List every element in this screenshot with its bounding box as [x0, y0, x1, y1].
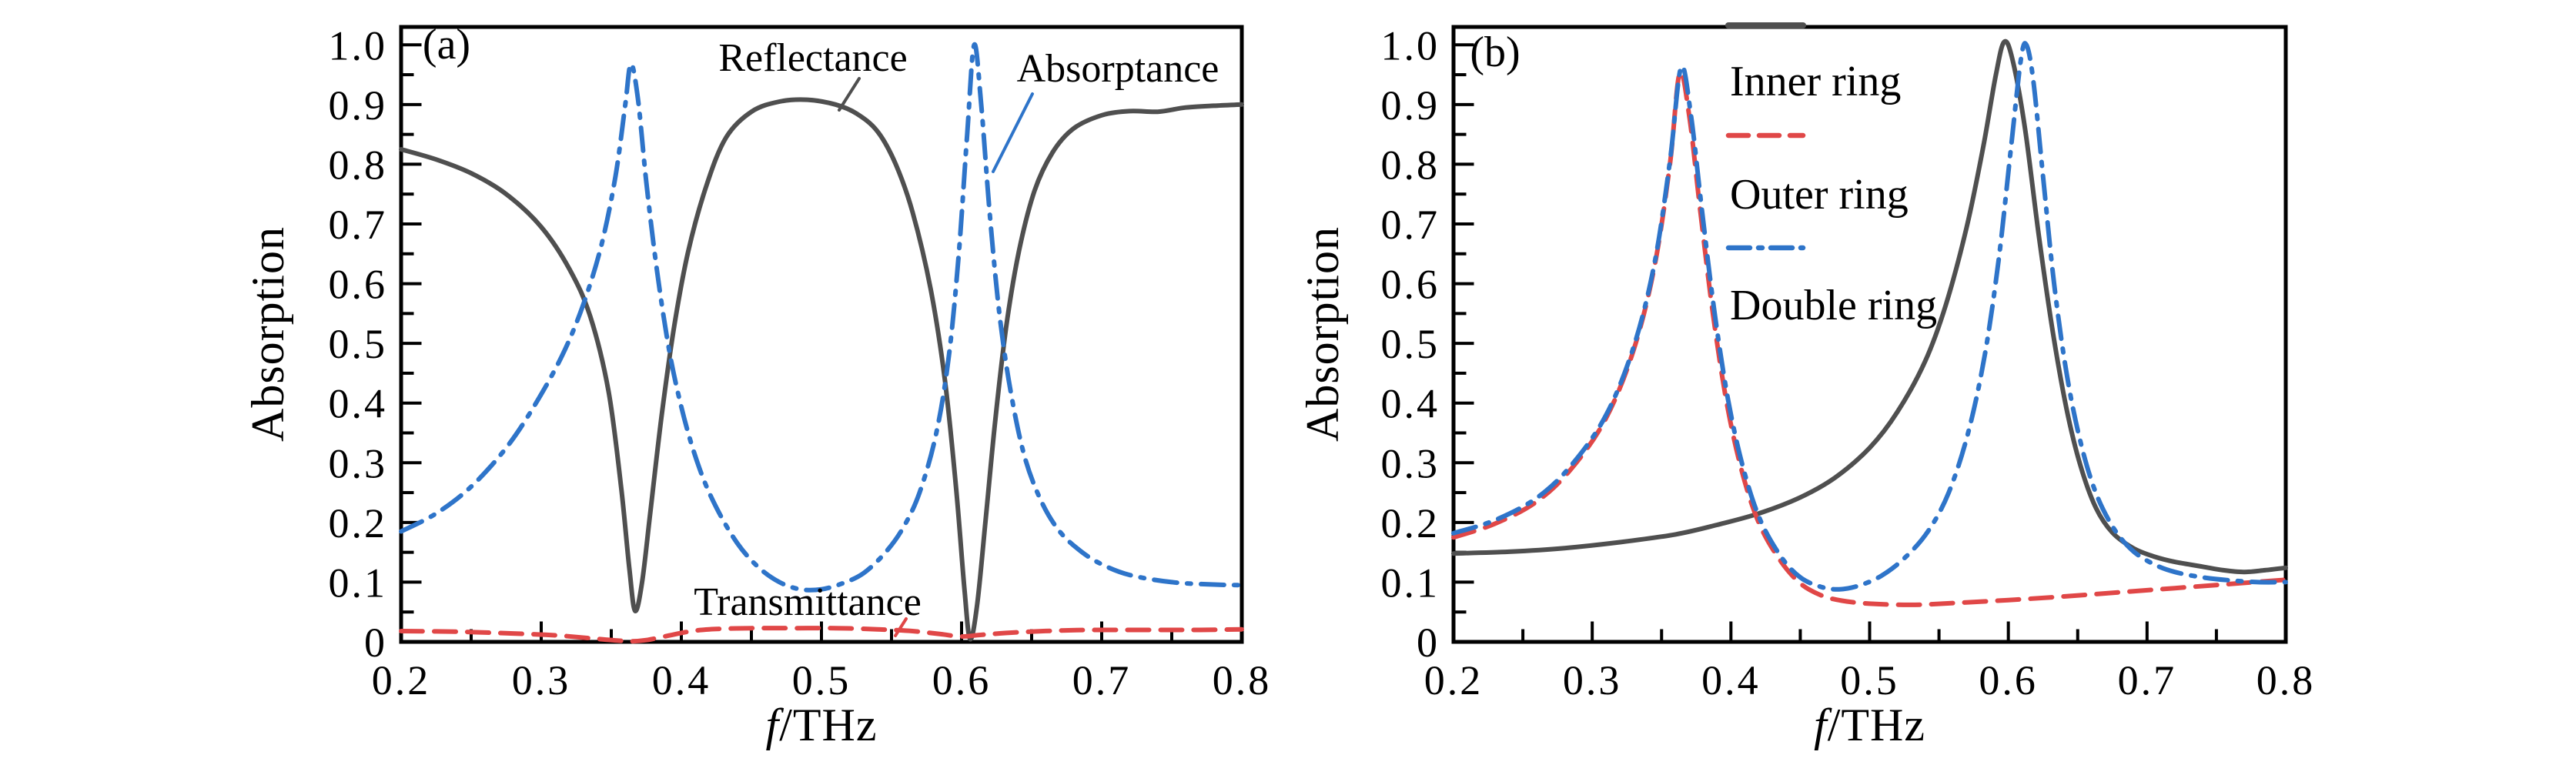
- panel-a-ytick-label: 0.9: [329, 82, 388, 129]
- panel-b-ylabel: Absorption: [1297, 226, 1348, 442]
- panel-a-ylabel: Absorption: [243, 226, 293, 442]
- panel-b-curve-double-ring: [1451, 41, 2288, 592]
- panel-b-xtick-label: 0.6: [1979, 657, 2038, 703]
- panel-a-ytick-label: 0: [364, 620, 387, 666]
- panel-b-xtick-label: 0.8: [2257, 657, 2316, 703]
- panel-a-ytick-label: 0.5: [329, 321, 388, 367]
- panel-b-ytick-label: 0.2: [1381, 500, 1440, 546]
- panel-b-curve-outer-ring: [1451, 69, 2288, 607]
- legend-label-outer-ring: Outer ring: [1730, 171, 1909, 219]
- panel-a-xtick-label: 0.4: [652, 657, 711, 703]
- panel-b-ytick-label: 0.8: [1381, 142, 1440, 188]
- panel-b-xlabel-unit: /THz: [1828, 700, 1925, 750]
- panel-b-xtick-label: 0.4: [1701, 657, 1761, 703]
- panel-b-ytick-label: 0: [1417, 620, 1440, 666]
- panel-b-frame: [1451, 25, 2288, 644]
- panel-b-ytick-label: 0.4: [1381, 381, 1440, 427]
- panel-b-xtick-label: 0.7: [2118, 657, 2177, 703]
- panel-b-ytick-label: 0.5: [1381, 321, 1440, 367]
- annotation-label-transmittance: Transmittance: [694, 580, 922, 624]
- panel-a-tag: (a): [423, 21, 470, 68]
- panel-b-curve-inner-ring: [1451, 38, 2288, 575]
- annotation-leader-reflectance: [838, 77, 861, 112]
- panel-a-ytick-label: 0.2: [329, 500, 388, 546]
- panel-a-curve-transmittance: [399, 626, 1244, 644]
- panel-b-xlabel-symbol: f: [1814, 700, 1832, 750]
- panel-b-ytick-label: 0.9: [1381, 82, 1440, 129]
- panel-b-ytick-label: 0.3: [1381, 440, 1440, 486]
- annotation-leader-absorptance: [992, 92, 1034, 173]
- panel-a-curve-absorptance: [399, 42, 1244, 593]
- panel-a-ytick-label: 0.3: [329, 440, 388, 486]
- panel-a-ytick-label: 0.4: [329, 381, 388, 427]
- panel-b-ytick-label: 0.6: [1381, 262, 1440, 308]
- annotation-leader-transmittance: [894, 617, 908, 637]
- panel-a-frame: [399, 25, 1244, 644]
- panel-a-ytick-label: 0.8: [329, 142, 388, 188]
- panel-a-xtick-label: 0.6: [932, 657, 992, 703]
- panel-a-xtick-label: 0.7: [1072, 657, 1132, 703]
- panel-a-xtick-label: 0.5: [792, 657, 851, 703]
- panel-a-curve-reflectance: [399, 97, 1244, 642]
- panel-a-xlabel-unit: /THz: [779, 700, 877, 750]
- legend-label-double-ring: Double ring: [1730, 282, 1937, 329]
- panel-a-ytick-label: 0.6: [329, 262, 388, 308]
- annotation-label-absorptance: Absorptance: [1017, 47, 1219, 91]
- panel-a-xlabel: f/THz: [766, 700, 878, 750]
- panel-a-ytick-label: 0.7: [329, 202, 388, 248]
- panel-b-ytick-label: 0.1: [1381, 560, 1440, 606]
- panel-b-xtick-label: 0.2: [1424, 657, 1484, 703]
- panel-a-xtick-label: 0.8: [1213, 657, 1272, 703]
- panel-a-xlabel-symbol: f: [766, 700, 785, 750]
- panel-a-xtick-label: 0.3: [512, 657, 571, 703]
- annotation-label-reflectance: Reflectance: [718, 36, 907, 80]
- panel-b-xlabel: f/THz: [1814, 700, 1925, 750]
- panel-a-xtick-label: 0.2: [372, 657, 431, 703]
- panel-b-xtick-label: 0.3: [1563, 657, 1622, 703]
- panel-b-ytick-label: 0.7: [1381, 202, 1440, 248]
- panel-a-ytick-label: 0.1: [329, 560, 388, 606]
- legend-label-inner-ring: Inner ring: [1730, 58, 1901, 105]
- panel-b-tag: (b): [1470, 28, 1520, 76]
- panel-b-ytick-label: 1.0: [1381, 22, 1440, 68]
- panel-b-xtick-label: 0.5: [1840, 657, 1899, 703]
- panel-a-ytick-label: 1.0: [329, 22, 388, 68]
